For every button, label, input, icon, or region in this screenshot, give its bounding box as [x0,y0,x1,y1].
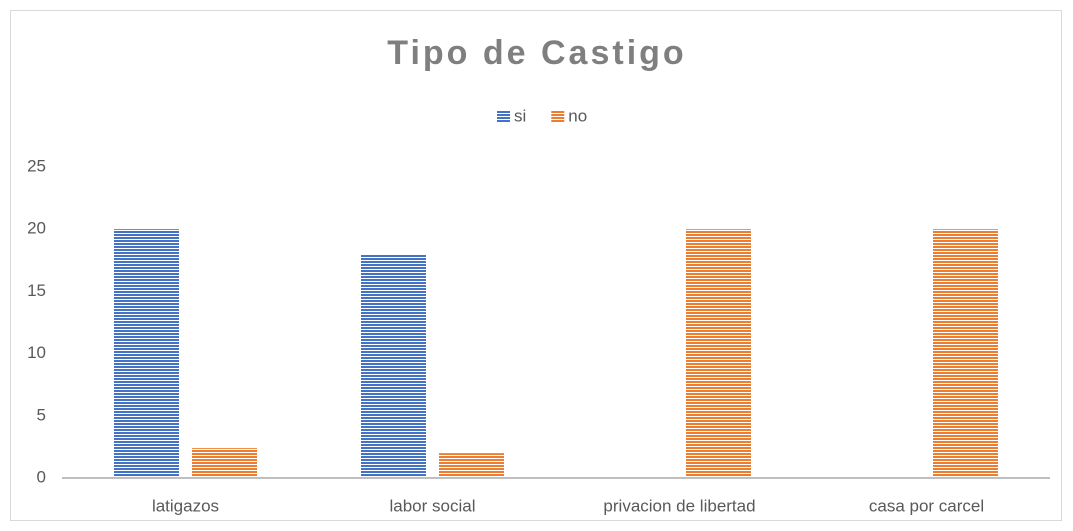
chart-title: Tipo de Castigo [387,34,686,72]
y-tick-label: 15 [27,281,46,300]
bar [933,229,998,478]
y-tick-label: 0 [37,467,46,486]
legend-swatch [497,110,510,123]
y-tick-label: 20 [27,219,46,238]
bar [361,254,426,478]
bar [686,229,751,478]
legend-label: no [568,106,587,125]
x-tick-label: labor social [390,496,476,515]
x-tick-label: casa por carcel [869,496,984,515]
bar [439,453,504,478]
chart-border [10,10,1062,521]
y-tick-label: 25 [27,156,46,175]
legend-label: si [514,106,526,125]
bar [192,448,257,478]
bar [114,229,179,478]
legend-swatch [551,110,565,123]
y-tick-label: 10 [27,343,46,362]
x-tick-label: privacion de libertad [603,496,755,515]
x-tick-label: latigazos [152,496,219,515]
y-tick-label: 5 [37,405,46,424]
